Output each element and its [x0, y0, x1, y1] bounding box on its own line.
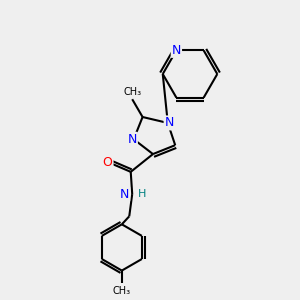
Text: CH₃: CH₃ [113, 286, 131, 296]
Text: N: N [128, 133, 137, 146]
Text: O: O [103, 157, 112, 169]
Text: N: N [120, 188, 129, 201]
Text: N: N [165, 116, 174, 129]
Text: H: H [138, 189, 146, 199]
Text: N: N [172, 44, 181, 57]
Text: CH₃: CH₃ [123, 87, 141, 97]
